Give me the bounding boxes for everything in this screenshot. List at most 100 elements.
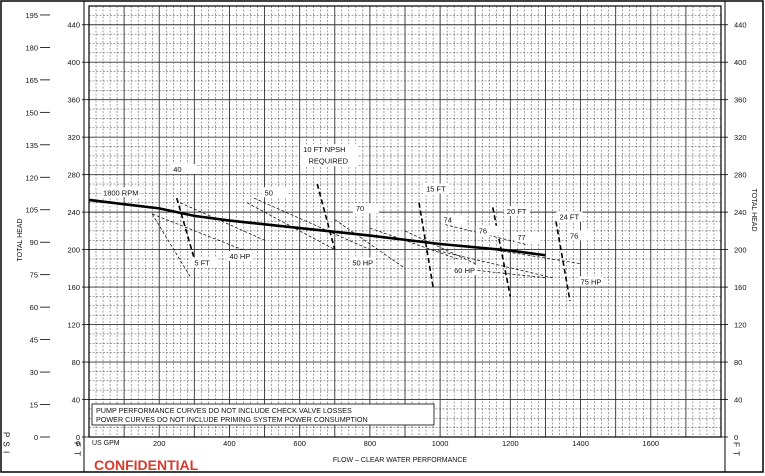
x-tick-label: 1200 [502,439,519,448]
performance-construction-line [492,249,581,265]
x-tick-label: 1400 [572,439,589,448]
ft-left-tick-label: 320 [67,133,80,142]
x-unit-label: US GPM [92,440,120,447]
performance-construction-line [433,249,553,279]
efficiency-label: 50 [265,188,273,197]
x-tick-label: 800 [364,439,377,448]
npsh-label-bg [300,144,359,167]
npsh-label: 5 FT [194,259,210,268]
npsh-label-bg [191,257,218,268]
ft-left-tick-label: 360 [67,96,80,105]
power-label-bg [226,250,253,261]
series-line-1800-rpm [88,198,546,257]
efficiency-label: 74 [444,215,452,224]
psi-tick-label: 150 [25,108,38,117]
performance-construction-line [151,213,192,278]
efficiency-label-bg [440,214,467,225]
ft-right-tick-label: 120 [734,321,747,330]
efficiency-label-bg [352,203,379,214]
performance-construction-line [253,197,371,250]
series-label-1800-rpm: 1800 RPM [103,188,138,197]
ft-left-tick-label: 160 [67,283,80,292]
efficiency-label: 70 [356,204,364,213]
performance-construction-line [369,227,458,260]
series-label-bg [101,187,140,198]
psi-tick-label: 165 [25,76,38,85]
ft-right-tick-label: 320 [734,133,747,142]
y-axis-title-left: TOTAL HEAD [17,218,24,261]
ft-right-tick-label: 160 [734,283,747,292]
psi-tick-label: 180 [25,43,38,52]
psi-tick-label: 75 [30,271,38,280]
power-label-bg [349,257,376,268]
ft-right-tick-label: 400 [734,58,747,67]
grid [88,5,722,438]
ft-left-tick-label: 40 [72,396,80,405]
notes-box [91,403,435,426]
npsh-marker-line [555,221,571,302]
npsh-label: 15 FT [426,185,446,194]
x-tick-label: 1600 [642,439,659,448]
npsh-label: 20 FT [507,207,527,216]
confidential-stamp: CONFIDENTIAL [94,457,199,473]
npsh-marker-line [418,202,434,288]
efficiency-label: 76 [570,231,578,240]
annotations-layer: 1800 RPM 40 50 70 74 76 77 76 5 FT 10 FT NPSH REQU… [101,144,604,287]
x-origin-label: 0 [76,439,80,448]
efficiency-label-bg [567,230,594,241]
ft-left-tick-label: 240 [67,208,80,217]
ft-left-tick-label: 440 [67,21,80,30]
y-axis-title-right: TOTAL HEAD [750,188,757,231]
npsh-marker-line [176,197,196,260]
psi-tick-label: 195 [25,11,38,20]
performance-construction-line [246,202,335,250]
performance-construction-line [334,219,406,269]
ft-left-tick-label: 120 [67,321,80,330]
power-label: 40 HP [229,252,250,261]
performance-construction-line [404,230,476,264]
x-tick-label: 1000 [432,439,449,448]
efficiency-label: 76 [479,227,487,236]
efficiency-label-bg [514,232,541,243]
ft-right-tick-label: 240 [734,208,747,217]
psi-tick-label: 45 [30,336,38,345]
x-axis: 200 400 600 800 1000 1200 1400 1600 0 [76,439,659,448]
ft-right-tick-label: 40 [734,396,742,405]
npsh-label: 24 FT [559,213,579,222]
ft-unit-left-label: F T [73,442,82,457]
ft-left-tick-label: 400 [67,58,80,67]
npsh-marker-line [491,207,512,297]
ft-left-tick-label: 80 [72,358,80,367]
psi-tick-label: 15 [30,401,38,410]
ft-unit-right-label: F T [732,442,741,457]
npsh-label: REQUIRED [308,156,348,165]
psi-tick-label: 0 [34,433,38,442]
power-label-bg [451,265,478,276]
power-label: 75 HP [581,277,602,286]
performance-construction-line [180,202,265,241]
note-1: PUMP PERFORMANCE CURVES DO NOT INCLUDE C… [96,406,352,415]
psi-tick-label: 135 [25,141,38,150]
psi-tick-label: 30 [30,368,38,377]
psi-tick-label: 105 [25,206,38,215]
power-label-bg [577,276,604,287]
npsh-label-bg [423,183,450,194]
psi-unit-label: P S I [2,432,11,454]
efficiency-label-bg [170,163,197,174]
x-axis-title: FLOW – CLEAR WATER PERFORMANCE [333,457,468,464]
ft-right-tick-label: 280 [734,171,747,180]
curves-layer [88,183,581,302]
ft-right-tick-label: 440 [734,21,747,30]
psi-tick-label: 60 [30,303,38,312]
psi-tick-label: 90 [30,238,38,247]
ft-axis-left: 0 40 80 120 160 200 240 280 320 360 400 440 [67,21,89,442]
ft-right-tick-label: 80 [734,358,742,367]
efficiency-label: 77 [517,233,525,242]
ft-left-tick-label: 0 [76,433,80,442]
power-label: 50 HP [352,259,373,268]
efficiency-label: 40 [173,165,181,174]
psi-axis: 0 15 30 45 60 75 90 105 120 135 150 165 180 195 [25,11,50,442]
efficiency-label-bg [261,187,288,198]
x-tick-label: 200 [153,439,166,448]
